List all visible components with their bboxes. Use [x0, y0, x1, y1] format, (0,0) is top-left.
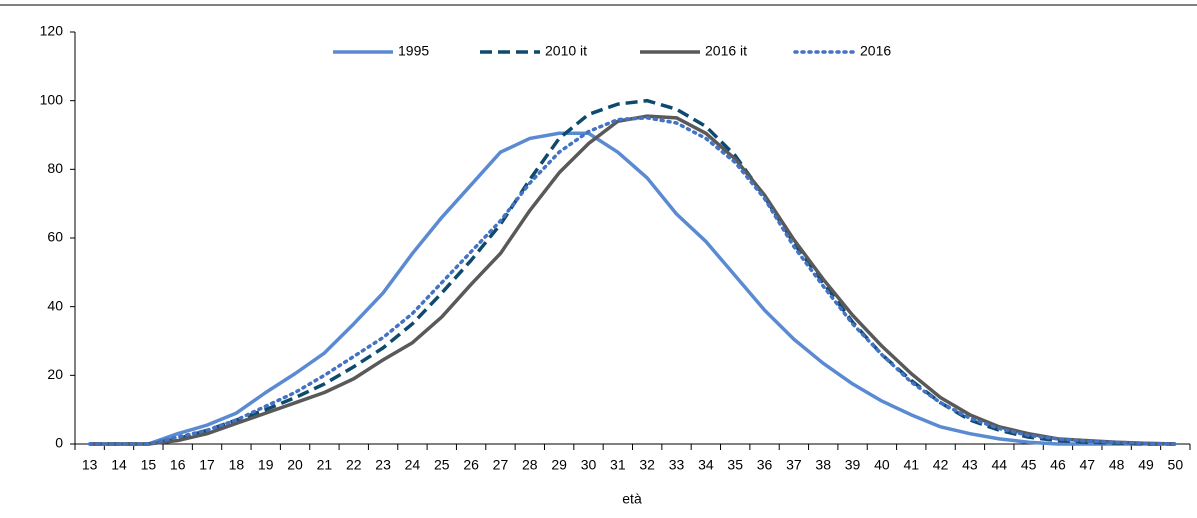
x-tick-label: 21 [317, 457, 333, 473]
x-tick-label: 35 [727, 457, 743, 473]
x-tick-label: 50 [1168, 457, 1184, 473]
x-tick-label: 39 [845, 457, 861, 473]
x-tick-label: 36 [757, 457, 773, 473]
x-tick-label: 29 [551, 457, 567, 473]
x-tick-label: 34 [698, 457, 714, 473]
x-tick-label: 30 [581, 457, 597, 473]
series-line [89, 98, 1176, 446]
x-tick-label: 45 [1021, 457, 1037, 473]
y-tick-label: 100 [40, 91, 64, 107]
x-tick-label: 37 [786, 457, 802, 473]
x-tick-label: 44 [991, 457, 1007, 473]
x-tick-label: 47 [1080, 457, 1096, 473]
y-tick-label: 40 [47, 297, 63, 313]
x-tick-label: 48 [1109, 457, 1125, 473]
x-tick-label: 40 [874, 457, 890, 473]
x-tick-label: 32 [639, 457, 655, 473]
x-tick-label: 22 [346, 457, 362, 473]
legend-label: 1995 [398, 43, 429, 59]
x-tick-label: 16 [170, 457, 186, 473]
x-tick-label: 41 [903, 457, 919, 473]
x-tick-label: 19 [258, 457, 274, 473]
x-tick-label: 28 [522, 457, 538, 473]
x-tick-label: 33 [669, 457, 685, 473]
x-tick-label: 23 [375, 457, 391, 473]
x-tick-label: 43 [962, 457, 978, 473]
x-tick-label: 26 [463, 457, 479, 473]
legend-label: 2016 it [705, 43, 747, 59]
x-tick-label: 49 [1138, 457, 1154, 473]
x-tick-label: 18 [229, 457, 245, 473]
x-tick-label: 24 [405, 457, 421, 473]
x-tick-label: 27 [493, 457, 509, 473]
x-tick-label: 20 [287, 457, 303, 473]
legend-label: 2010 it [545, 43, 587, 59]
x-tick-label: 42 [933, 457, 949, 473]
x-axis-label: età [622, 491, 642, 507]
y-tick-label: 20 [47, 366, 63, 382]
x-tick-label: 38 [815, 457, 831, 473]
series-line [87, 116, 1178, 446]
y-tick-label: 0 [55, 435, 63, 451]
x-tick-label: 13 [82, 457, 98, 473]
x-tick-label: 25 [434, 457, 450, 473]
series-line [89, 131, 1176, 446]
x-tick-label: 14 [111, 457, 127, 473]
x-tick-label: 15 [141, 457, 157, 473]
y-tick-label: 120 [40, 23, 64, 39]
x-tick-label: 46 [1050, 457, 1066, 473]
x-tick-label: 31 [610, 457, 626, 473]
y-tick-label: 80 [47, 160, 63, 176]
y-tick-label: 60 [47, 229, 63, 245]
legend-label: 2016 [860, 43, 891, 59]
x-tick-label: 17 [199, 457, 215, 473]
